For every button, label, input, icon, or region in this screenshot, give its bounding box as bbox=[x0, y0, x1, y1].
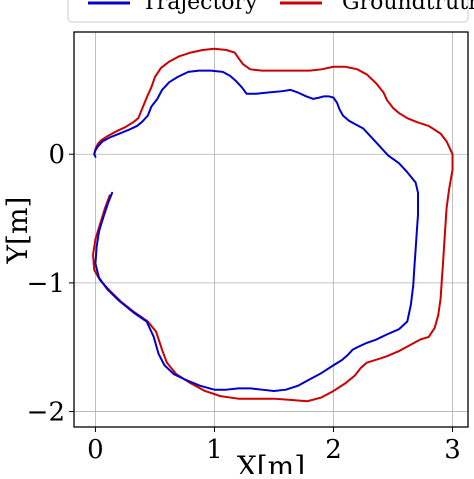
x-tick-label: 2 bbox=[325, 435, 342, 465]
groundtruth-line bbox=[92, 47, 454, 403]
x-axis-label: X[m] bbox=[237, 450, 305, 474]
plot-frame bbox=[73, 31, 469, 428]
legend-label-groundtruth: Groundtruth bbox=[342, 0, 474, 15]
legend-box bbox=[67, 0, 469, 23]
x-tick-label: 3 bbox=[444, 435, 461, 465]
legend: Trajectory Groundtruth bbox=[67, 0, 474, 23]
trajectory-line bbox=[93, 69, 420, 392]
series-lines bbox=[92, 47, 454, 403]
x-tick-label: 0 bbox=[87, 435, 104, 465]
y-tick-label: −2 bbox=[27, 398, 65, 428]
y-tick-label: 0 bbox=[48, 140, 65, 170]
y-tick-label: −1 bbox=[27, 269, 65, 299]
legend-label-trajectory: Trajectory bbox=[142, 0, 258, 15]
ticks: 0 1 2 3 0 −1 −2 bbox=[27, 140, 461, 465]
y-axis-label: Y[m] bbox=[1, 197, 34, 265]
x-tick-label: 1 bbox=[206, 435, 223, 465]
